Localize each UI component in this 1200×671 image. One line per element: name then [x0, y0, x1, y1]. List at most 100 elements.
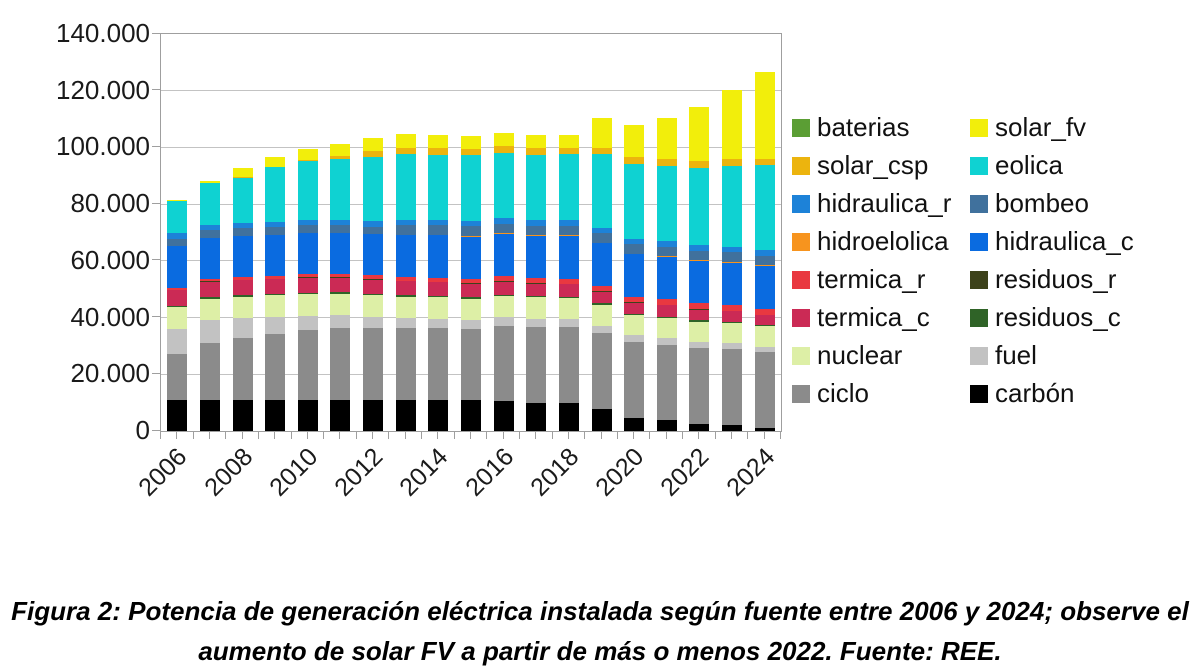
- legend-label-hidroelolica: hidroelolica: [817, 226, 949, 256]
- segment-solar_fv-2021: [656, 118, 677, 160]
- segment-fuel-2012: [363, 316, 384, 329]
- figure-caption: Figura 2: Potencia de generación eléctri…: [0, 591, 1200, 671]
- segment-bombeo-2018: [558, 226, 579, 236]
- x-tick-18: [453, 431, 455, 439]
- segment-ciclo-2009: [265, 334, 286, 400]
- segment-solar_csp-2017: [526, 148, 547, 155]
- legend-label-residuos_c: residuos_c: [995, 302, 1121, 332]
- legend-label-termica_r: termica_r: [817, 264, 926, 294]
- segment-bombeo-2020: [624, 244, 645, 254]
- legend-swatch-hidraulica_r: [792, 194, 810, 213]
- x-tick-14: [388, 431, 390, 439]
- legend-swatch-residuos_r: [970, 270, 988, 289]
- segment-termica_c-2012: [363, 279, 384, 294]
- y-tick-label-120000: 120.000: [56, 74, 150, 105]
- segment-solar_fv-2012: [363, 137, 384, 151]
- segment-residuos_c-2009: [265, 294, 286, 296]
- x-tick-32: [682, 431, 684, 439]
- legend-label-solar_csp: solar_csp: [817, 150, 929, 180]
- segment-eolica-2009: [265, 167, 286, 222]
- segment-hidraulica_r-2019: [591, 227, 612, 234]
- segment-residuos_c-2015: [461, 297, 481, 299]
- x-tick-label-2020: 2020: [590, 442, 650, 502]
- segment-residuos_r-2019: [591, 290, 612, 292]
- segment-fuel-2011: [330, 315, 351, 329]
- x-tick-11: [339, 431, 341, 439]
- segment-solar_fv-2024: [754, 72, 775, 159]
- legend-item-hidraulica_c: hidraulica_c: [970, 228, 1134, 255]
- segment-fuel-2008: [232, 318, 253, 339]
- legend-swatch-solar_csp: [792, 156, 810, 175]
- segment-fuel-2010: [297, 315, 318, 331]
- legend-swatch-termica_r: [792, 270, 810, 289]
- x-tick-label-2024: 2024: [720, 442, 781, 502]
- segment-solar_csp-2020: [624, 157, 645, 164]
- legend-swatch-baterias: [792, 118, 810, 137]
- y-tick-140000: [152, 32, 160, 34]
- segment-nuclear-2008: [232, 296, 253, 319]
- segment-termica_r-2012: [363, 275, 384, 280]
- segment-solar_csp-2024: [754, 158, 775, 166]
- segment-hidraulica_r-2011: [330, 219, 351, 226]
- segment-nuclear-2018: [558, 297, 579, 320]
- segment-termica_r-2019: [591, 285, 612, 291]
- segment-termica_c-2021: [656, 305, 677, 317]
- segment-solar_csp-2014: [428, 148, 449, 155]
- legend-swatch-nuclear: [792, 346, 810, 365]
- segment-residuos_c-2010: [297, 292, 318, 294]
- segment-fuel-2020: [624, 335, 645, 343]
- segment-eolica-2017: [526, 154, 547, 221]
- segment-hidraulica_r-2018: [558, 220, 579, 227]
- segment-solar_csp-2023: [722, 159, 743, 166]
- bar-2012: [363, 137, 384, 431]
- segment-solar_fv-2016: [493, 133, 514, 147]
- bar-2019: [591, 118, 612, 431]
- y-tick-label-60000: 60.000: [70, 244, 150, 275]
- segment-bombeo-2011: [330, 225, 351, 233]
- segment-ciclo-2012: [363, 328, 384, 400]
- segment-eolica-2023: [722, 165, 743, 247]
- segment-carbón-2008: [232, 399, 253, 431]
- y-tick-label-40000: 40.000: [70, 301, 150, 332]
- legend-item-fuel: fuel: [970, 342, 1134, 369]
- segment-bombeo-2012: [363, 226, 384, 235]
- bar-2013: [395, 134, 416, 431]
- segment-hidraulica_c-2023: [722, 262, 743, 305]
- segment-fuel-2023: [722, 343, 743, 350]
- segment-termica_c-2013: [395, 281, 416, 296]
- segment-residuos_r-2007: [199, 281, 220, 282]
- segment-hidraulica_r-2006: [167, 233, 188, 239]
- y-tick-60000: [152, 259, 160, 261]
- legend-swatch-hidraulica_c: [970, 232, 988, 251]
- segment-bombeo-2016: [493, 223, 514, 234]
- segment-carbón-2024: [754, 427, 775, 431]
- segment-nuclear-2015: [461, 298, 481, 321]
- x-tick-label-2008: 2008: [198, 442, 258, 502]
- segment-termica_c-2023: [722, 311, 743, 322]
- segment-residuos_c-2018: [558, 296, 579, 298]
- segment-residuos_r-2015: [461, 283, 481, 284]
- segment-hidraulica_r-2017: [526, 220, 547, 226]
- segment-carbón-2006: [167, 399, 188, 431]
- segment-termica_c-2024: [754, 315, 775, 326]
- segment-residuos_r-2008: [232, 279, 253, 281]
- segment-hidraulica_r-2013: [395, 219, 416, 226]
- segment-hidraulica_c-2016: [493, 233, 514, 277]
- segment-ciclo-2020: [624, 342, 645, 418]
- segment-residuos_c-2019: [591, 303, 612, 305]
- x-tick-13: [372, 431, 374, 439]
- segment-nuclear-2013: [395, 296, 416, 319]
- segment-residuos_c-2016: [493, 294, 514, 296]
- segment-termica_r-2015: [461, 278, 481, 284]
- x-tick-21: [502, 431, 504, 439]
- segment-residuos_r-2018: [558, 283, 579, 285]
- y-tick-80000: [152, 202, 160, 204]
- segment-carbón-2009: [265, 399, 286, 431]
- segment-eolica-2008: [232, 177, 253, 223]
- y-tick-20000: [152, 372, 160, 374]
- x-tick-25: [567, 431, 569, 439]
- segment-hidroelolica-2014: [428, 234, 449, 236]
- x-tick-23: [535, 431, 537, 439]
- legend-item-hidraulica_r: hidraulica_r: [792, 190, 970, 217]
- segment-hidraulica_r-2016: [493, 218, 514, 224]
